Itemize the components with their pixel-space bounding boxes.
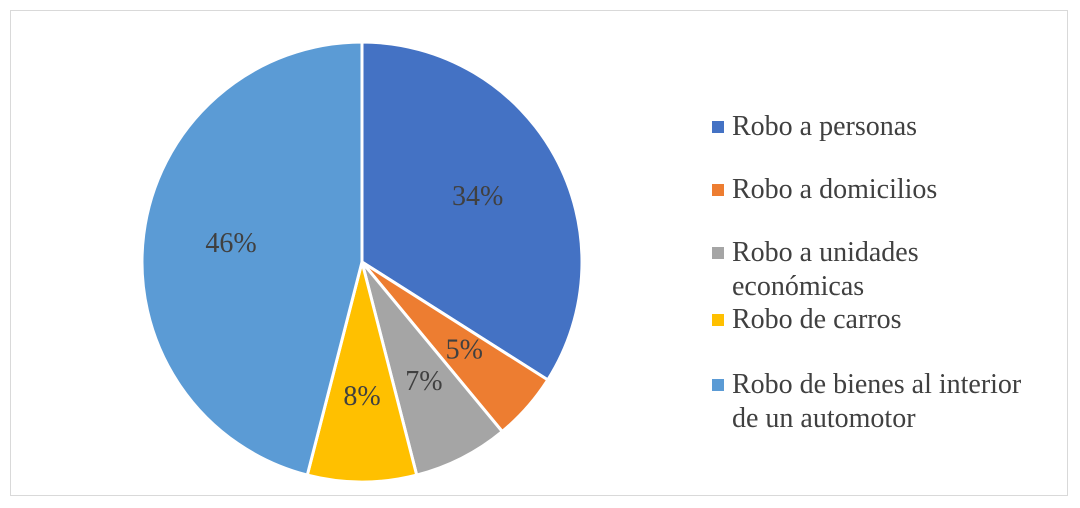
legend-swatch (712, 379, 724, 391)
legend-swatch (712, 314, 724, 326)
legend-swatch (712, 247, 724, 259)
chart-frame (10, 10, 1068, 496)
legend-item: Robo a unidades económicas (712, 236, 1042, 304)
legend-label: Robo a unidades económicas (732, 237, 919, 302)
legend-swatch (712, 121, 724, 133)
legend-label: Robo de carros (732, 304, 902, 335)
data-label: 7% (405, 366, 442, 397)
legend-item: Robo de carros (712, 303, 1042, 337)
data-label: 5% (446, 335, 483, 366)
legend-item: Robo a personas (712, 110, 1042, 144)
pie-slice (305, 261, 419, 484)
pie-slice (140, 40, 364, 477)
legend-item: Robo de bienes al interior de un automot… (712, 368, 1042, 436)
legend-label: Robo a personas (732, 111, 918, 142)
data-label: 34% (452, 181, 503, 212)
legend-item: Robo a domicilios (712, 173, 1042, 207)
data-label: 8% (343, 381, 380, 412)
legend-swatch (712, 184, 724, 196)
data-label: 46% (205, 228, 256, 259)
legend-label: Robo a domicilios (732, 174, 938, 205)
legend-label: Robo de bienes al interior de un automot… (732, 369, 1022, 434)
